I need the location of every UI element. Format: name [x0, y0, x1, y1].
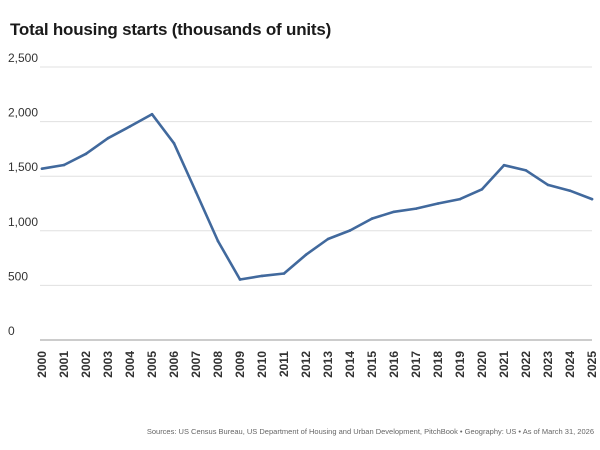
x-tick-label: 2024: [563, 351, 577, 378]
gridlines: [40, 66, 592, 341]
data-point: [216, 239, 220, 243]
data-point: [150, 112, 154, 116]
x-tick-label: 2011: [277, 351, 291, 377]
x-tick-label: 2005: [145, 351, 159, 378]
data-point: [106, 136, 110, 140]
x-tick-label: 2019: [453, 351, 467, 378]
x-tick-label: 2003: [101, 351, 115, 378]
data-point: [348, 229, 352, 232]
x-tick-label: 2022: [519, 351, 533, 378]
x-tick-label: 2006: [167, 351, 181, 378]
data-point: [172, 142, 176, 145]
x-tick-label: 2017: [409, 351, 423, 378]
y-tick-label: 1,500: [8, 160, 38, 174]
x-tick-label: 2000: [35, 351, 49, 378]
x-tick-label: 2002: [79, 351, 93, 378]
data-point: [392, 210, 396, 214]
data-point: [304, 253, 308, 257]
chart-title: Total housing starts (thousands of units…: [10, 20, 332, 39]
x-tick-label: 2021: [497, 351, 511, 378]
source-note: Sources: US Census Bureau, US Department…: [146, 427, 594, 436]
x-tick-label: 2023: [541, 351, 555, 378]
x-tick-label: 2012: [299, 351, 313, 378]
data-point: [282, 272, 286, 275]
x-tick-label: 2010: [255, 351, 269, 378]
x-tick-label: 2001: [57, 351, 71, 378]
x-tick-label: 2004: [123, 351, 137, 378]
data-point: [436, 202, 440, 205]
y-axis-ticks: 0 500 1,000 1,500 2,000 2,500: [8, 51, 38, 338]
x-tick-label: 2015: [365, 351, 379, 378]
data-point: [194, 190, 198, 194]
series-line: [40, 112, 594, 281]
y-tick-label: 2,500: [8, 51, 38, 65]
data-point: [524, 169, 528, 172]
x-tick-label: 2008: [211, 351, 225, 378]
y-tick-label: 0: [8, 324, 15, 338]
data-point: [238, 278, 242, 281]
data-point: [326, 237, 330, 241]
data-point: [40, 167, 44, 170]
series-group: [40, 112, 594, 281]
data-point: [590, 197, 594, 201]
data-point: [546, 183, 550, 187]
x-tick-label: 2016: [387, 351, 401, 378]
data-point: [84, 152, 88, 156]
data-point: [414, 207, 418, 210]
data-point: [480, 188, 484, 191]
y-tick-label: 2,000: [8, 106, 38, 120]
data-point: [128, 125, 132, 128]
x-tick-label: 2020: [475, 351, 489, 378]
data-point: [458, 197, 462, 201]
data-point: [502, 163, 506, 167]
data-point: [568, 189, 572, 193]
data-point: [260, 274, 264, 278]
x-tick-label: 2007: [189, 351, 203, 378]
y-tick-label: 1,000: [8, 215, 38, 229]
x-tick-label: 2025: [585, 351, 599, 378]
x-axis-ticks: 2000 2001 2002 2003 2004 2005 2006 2007 2008 2009…: [35, 351, 599, 378]
y-tick-label: 500: [8, 269, 28, 283]
x-tick-label: 2013: [321, 351, 335, 378]
x-tick-label: 2018: [431, 351, 445, 378]
data-point: [62, 163, 66, 167]
x-tick-label: 2014: [343, 351, 357, 378]
x-tick-label: 2009: [233, 351, 247, 378]
data-point: [370, 217, 374, 220]
